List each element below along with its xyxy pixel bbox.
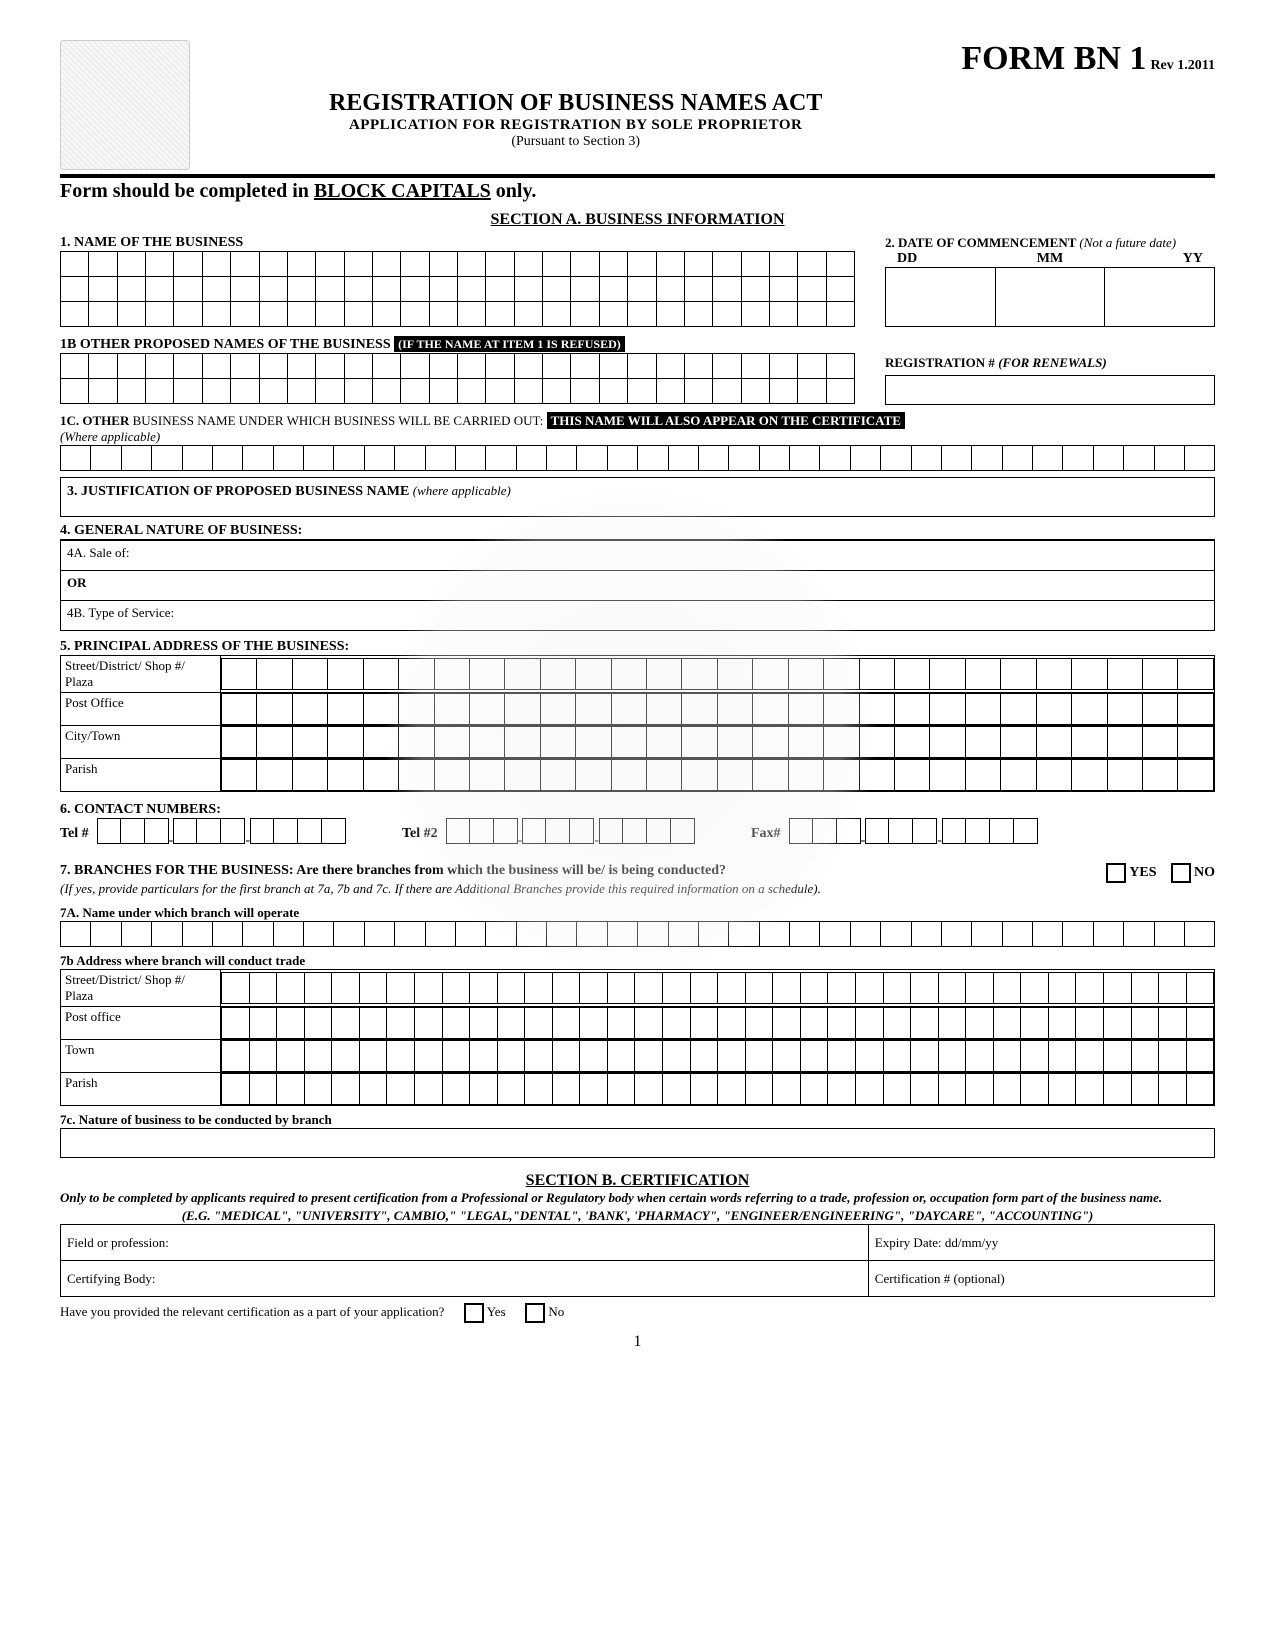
section-a-heading: SECTION A. BUSINESS INFORMATION bbox=[60, 211, 1215, 229]
page: REGISTRATION OF BUSINESS NAMES ACT APPLI… bbox=[0, 0, 1275, 1650]
or-row: OR bbox=[61, 570, 1214, 600]
cert-no-checkbox[interactable] bbox=[525, 1303, 545, 1323]
section-b-heading: SECTION B. CERTIFICATION bbox=[60, 1172, 1215, 1190]
item1b-grid[interactable] bbox=[60, 353, 855, 404]
instruction: Form should be completed in BLOCK CAPITA… bbox=[60, 180, 1215, 203]
fax-label: Fax# bbox=[751, 826, 781, 842]
revision: Rev 1.2011 bbox=[1150, 58, 1215, 73]
item3-note: (where applicable) bbox=[413, 483, 511, 498]
item4a-label: 4A. Sale of: bbox=[67, 545, 129, 560]
field-profession-label: Field or profession: bbox=[67, 1235, 169, 1250]
title-sub: APPLICATION FOR REGISTRATION BY SOLE PRO… bbox=[190, 117, 961, 134]
item1b-note: (IF THE NAME AT ITEM 1 IS REFUSED) bbox=[394, 336, 625, 352]
yes-checkbox[interactable] bbox=[1106, 863, 1126, 883]
item3-box[interactable]: 3. JUSTIFICATION OF PROPOSED BUSINESS NA… bbox=[60, 477, 1215, 517]
pursuant: (Pursuant to Section 3) bbox=[190, 134, 961, 150]
top-rule bbox=[60, 174, 1215, 178]
expiry-date-cell[interactable]: Expiry Date: dd/mm/yy bbox=[868, 1225, 1214, 1261]
item2-text: 2. DATE OF COMMENCEMENT bbox=[885, 235, 1079, 250]
item7a-label: 7A. Name under which branch will operate bbox=[60, 905, 1215, 921]
dd-label: DD bbox=[897, 251, 917, 267]
no-checkbox[interactable] bbox=[1171, 863, 1191, 883]
cert-yes-checkbox[interactable] bbox=[464, 1303, 484, 1323]
form-code: FORM BN 1 bbox=[961, 40, 1146, 77]
cert-question: Have you provided the relevant certifica… bbox=[60, 1304, 444, 1319]
item3-label: 3. JUSTIFICATION OF PROPOSED BUSINESS NA… bbox=[67, 484, 413, 499]
item1c-prefix: 1C. OTHER bbox=[60, 413, 133, 428]
addr-row4-label: Parish bbox=[61, 759, 221, 792]
reg-num-label: REGISTRATION # (FOR RENEWALS) bbox=[885, 355, 1215, 371]
item1b-text: 1B OTHER PROPOSED NAMES OF THE BUSINESS bbox=[60, 337, 394, 352]
title-main: REGISTRATION OF BUSINESS NAMES ACT bbox=[190, 90, 961, 117]
section-b-table: Field or profession: Expiry Date: dd/mm/… bbox=[60, 1224, 1215, 1297]
form-code-block: FORM BN 1 Rev 1.2011 bbox=[961, 40, 1215, 78]
addr-row2-label: Post Office bbox=[61, 693, 221, 726]
reg-num-box[interactable] bbox=[885, 375, 1215, 405]
addr-row3-label: City/Town bbox=[61, 726, 221, 759]
item4-label: 4. GENERAL NATURE OF BUSINESS: bbox=[60, 523, 1215, 539]
item4a[interactable]: 4A. Sale of: bbox=[61, 540, 1214, 570]
tel2-label: Tel #2 bbox=[402, 826, 438, 842]
section-b-eg: (E.G. "MEDICAL", "UNIVERSITY", CAMBIO," … bbox=[60, 1208, 1215, 1224]
item7c-box[interactable] bbox=[60, 1128, 1215, 1158]
item7-row: 7. BRANCHES FOR THE BUSINESS: Are there … bbox=[60, 863, 1215, 879]
instr-suffix: only. bbox=[491, 180, 537, 202]
logo-seal bbox=[60, 40, 190, 170]
no-label: NO bbox=[1194, 865, 1215, 880]
item5-label: 5. PRINCIPAL ADDRESS OF THE BUSINESS: bbox=[60, 639, 1215, 655]
instr-prefix: Form should be completed in bbox=[60, 180, 314, 202]
item1c-where: (Where applicable) bbox=[60, 429, 1215, 445]
b-addr-row4-label: Parish bbox=[61, 1073, 221, 1106]
date-box[interactable] bbox=[885, 267, 1215, 327]
item4b-label: 4B. Type of Service: bbox=[67, 605, 174, 620]
tel1-label: Tel # bbox=[60, 826, 89, 842]
field-profession-cell[interactable]: Field or profession: bbox=[61, 1225, 869, 1261]
b-addr-row1-label: Street/District/ Shop #/ Plaza bbox=[61, 970, 221, 1007]
item2-note: (Not a future date) bbox=[1079, 235, 1176, 250]
item7b-label: 7b Address where branch will conduct tra… bbox=[60, 953, 1215, 969]
item1c-grid[interactable] bbox=[60, 445, 1215, 471]
b-addr-row2-label: Post office bbox=[61, 1007, 221, 1040]
branch-address-table: Street/District/ Shop #/ Plaza Post offi… bbox=[60, 969, 1215, 1106]
expiry-date-label: Expiry Date: dd/mm/yy bbox=[875, 1235, 998, 1250]
item7a-grid[interactable] bbox=[60, 921, 1215, 947]
item1-label: 1. NAME OF THE BUSINESS bbox=[60, 235, 855, 251]
cert-num-label: Certification # (optional) bbox=[875, 1271, 1005, 1286]
b-addr-row3-label: Town bbox=[61, 1040, 221, 1073]
contact-row: Tel # -- Tel #2 -- Fax# -- bbox=[60, 818, 1215, 849]
reg-num-note: (FOR RENEWALS) bbox=[998, 355, 1106, 370]
instr-caps: BLOCK CAPITALS bbox=[314, 180, 491, 202]
item7-note: (If yes, provide particulars for the fir… bbox=[60, 881, 1215, 897]
item7-label: 7. BRANCHES FOR THE BUSINESS: Are there … bbox=[60, 863, 726, 878]
yy-label: YY bbox=[1183, 251, 1203, 267]
section-b-intro: Only to be completed by applicants requi… bbox=[60, 1190, 1215, 1206]
yes-label: YES bbox=[1129, 865, 1156, 880]
fax-input[interactable]: -- bbox=[789, 818, 1038, 849]
address-table: Street/District/ Shop #/ Plaza Post Offi… bbox=[60, 655, 1215, 792]
cert-num-cell[interactable]: Certification # (optional) bbox=[868, 1261, 1214, 1297]
cert-no-label: No bbox=[548, 1304, 564, 1319]
item4-box: 4A. Sale of: OR 4B. Type of Service: bbox=[60, 539, 1215, 631]
cert-question-row: Have you provided the relevant certifica… bbox=[60, 1303, 1215, 1323]
tel2-input[interactable]: -- bbox=[446, 818, 695, 849]
item4b[interactable]: 4B. Type of Service: bbox=[61, 600, 1214, 630]
mm-label: MM bbox=[1037, 251, 1063, 267]
item2-label: 2. DATE OF COMMENCEMENT (Not a future da… bbox=[885, 235, 1215, 251]
date-headers: DD MM YY bbox=[885, 251, 1215, 267]
addr-row1-label: Street/District/ Shop #/ Plaza bbox=[61, 656, 221, 693]
page-number: 1 bbox=[60, 1333, 1215, 1351]
item6-label: 6. CONTACT NUMBERS: bbox=[60, 802, 1215, 818]
cert-yes-label: Yes bbox=[487, 1304, 506, 1319]
certifying-body-label: Certifying Body: bbox=[67, 1271, 155, 1286]
tel1-input[interactable]: -- bbox=[97, 818, 346, 849]
item1-grid[interactable] bbox=[60, 251, 855, 327]
item1c-mid: BUSINESS NAME UNDER WHICH BUSINESS WILL … bbox=[133, 413, 547, 428]
certifying-body-cell[interactable]: Certifying Body: bbox=[61, 1261, 869, 1297]
reg-num-text: REGISTRATION # bbox=[885, 355, 998, 370]
item1b-label: 1B OTHER PROPOSED NAMES OF THE BUSINESS … bbox=[60, 337, 855, 353]
header: REGISTRATION OF BUSINESS NAMES ACT APPLI… bbox=[60, 40, 1215, 170]
item1c-label: 1C. OTHER BUSINESS NAME UNDER WHICH BUSI… bbox=[60, 413, 1215, 429]
item1c-highlight: THIS NAME WILL ALSO APPEAR ON THE CERTIF… bbox=[547, 412, 905, 429]
item7c-label: 7c. Nature of business to be conducted b… bbox=[60, 1112, 1215, 1128]
